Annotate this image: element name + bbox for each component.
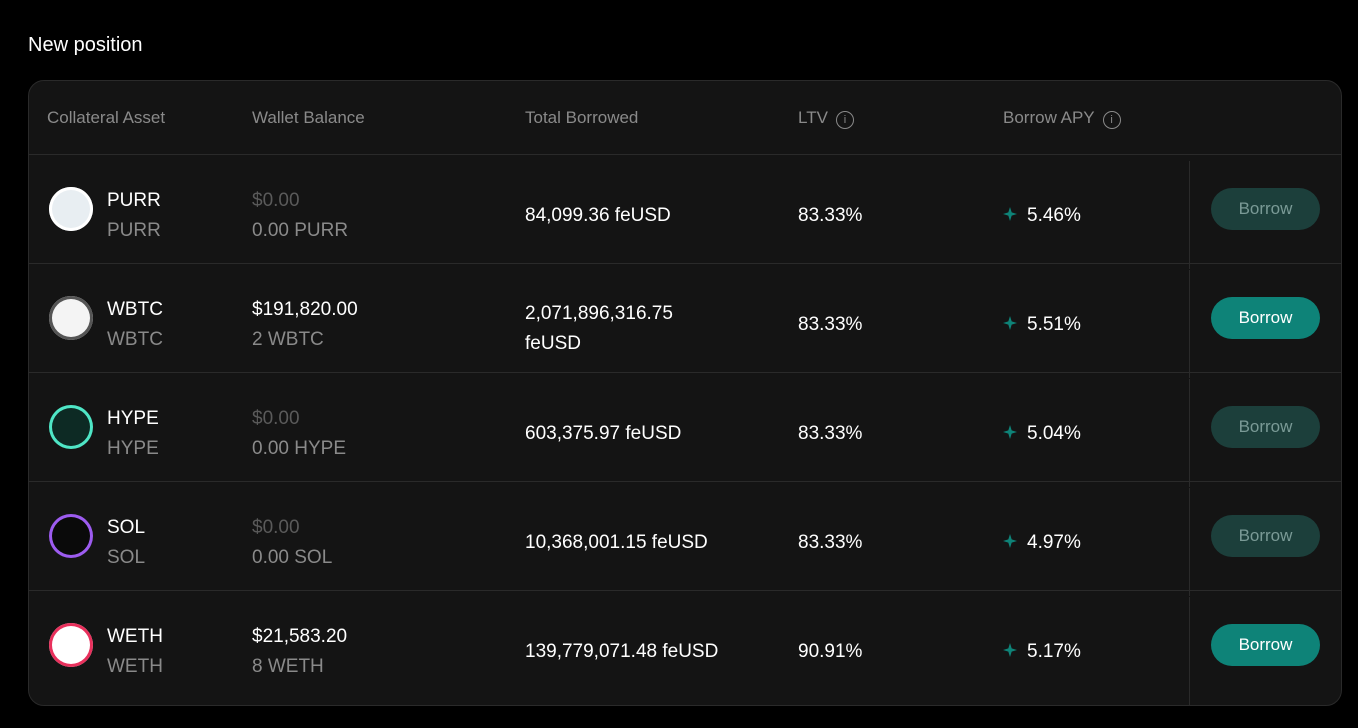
- total-borrowed: 2,071,896,316.75 feUSD: [525, 303, 673, 354]
- borrow-apy: 5.46%: [1027, 205, 1081, 226]
- asset-icon: [49, 623, 93, 667]
- column-header: LTV i: [798, 108, 854, 129]
- borrow-button[interactable]: Borrow: [1211, 297, 1320, 339]
- column-header: Wallet Balance: [252, 108, 365, 127]
- asset-name: SOL: [107, 517, 146, 538]
- asset-symbol: WETH: [107, 656, 163, 677]
- balance-amount: 0.00 SOL: [252, 547, 333, 568]
- asset-symbol: PURR: [107, 220, 161, 241]
- borrow-apy: 5.51%: [1027, 314, 1081, 335]
- column-header: Collateral Asset: [47, 108, 166, 127]
- table-row: WBTC WBTC $191,820.00 2 WBTC 2,071,896,316.7…: [29, 264, 1341, 378]
- ltv: 83.33%: [798, 423, 863, 444]
- borrow-button[interactable]: Borrow: [1211, 515, 1320, 557]
- asset-icon: [49, 187, 93, 231]
- borrow-apy: 5.04%: [1027, 423, 1081, 444]
- table-row: SOL SOL $0.00 0.00 SOL 10,368,001.15 feUSD 83…: [29, 482, 1341, 596]
- balance-amount: 2 WBTC: [252, 329, 324, 350]
- sparkle-icon: [1003, 534, 1017, 548]
- balance-usd: $0.00: [252, 190, 300, 211]
- borrow-apy: 4.97%: [1027, 532, 1081, 553]
- page-title: New position: [28, 34, 143, 56]
- divider: [1189, 270, 1190, 378]
- balance-amount: 0.00 HYPE: [252, 438, 346, 459]
- table-header: Collateral Asset Wallet Balance Total Borr…: [29, 81, 1341, 155]
- asset-icon: [49, 296, 93, 340]
- asset-symbol: WBTC: [107, 329, 163, 350]
- positions-table: Collateral Asset Wallet Balance Total Borr…: [28, 80, 1342, 706]
- table-row: WETH WETH $21,583.20 8 WETH 139,779,071.48 f…: [29, 591, 1341, 705]
- divider: [1189, 488, 1190, 596]
- column-header: Total Borrowed: [525, 108, 639, 127]
- balance-amount: 0.00 PURR: [252, 220, 349, 241]
- balance-usd: $191,820.00: [252, 299, 358, 320]
- sparkle-icon: [1003, 207, 1017, 221]
- balance-amount: 8 WETH: [252, 656, 324, 677]
- asset-symbol: SOL: [107, 547, 146, 568]
- ltv: 83.33%: [798, 205, 863, 226]
- table-row: PURR PURR $0.00 0.00 PURR 84,099.36 feUSD 83.…: [29, 155, 1341, 269]
- sparkle-icon: [1003, 425, 1017, 439]
- asset-name: WBTC: [107, 299, 163, 320]
- ltv: 90.91%: [798, 641, 863, 662]
- divider: [1189, 161, 1190, 269]
- asset-name: PURR: [107, 190, 161, 211]
- total-borrowed: 139,779,071.48 feUSD: [525, 641, 719, 662]
- sparkle-icon: [1003, 643, 1017, 657]
- sparkle-icon: [1003, 316, 1017, 330]
- borrow-apy: 5.17%: [1027, 641, 1081, 662]
- divider: [1189, 597, 1190, 705]
- column-header: Borrow APY i: [1003, 108, 1121, 129]
- balance-usd: $0.00: [252, 517, 300, 538]
- asset-name: HYPE: [107, 408, 159, 429]
- ltv: 83.33%: [798, 532, 863, 553]
- asset-icon: [49, 405, 93, 449]
- total-borrowed: 10,368,001.15 feUSD: [525, 532, 708, 553]
- borrow-button[interactable]: Borrow: [1211, 624, 1320, 666]
- balance-usd: $0.00: [252, 408, 300, 429]
- asset-symbol: HYPE: [107, 438, 159, 459]
- asset-name: WETH: [107, 626, 163, 647]
- total-borrowed: 84,099.36 feUSD: [525, 205, 671, 226]
- info-icon: i: [1102, 111, 1121, 129]
- divider: [1189, 379, 1190, 487]
- table-row: HYPE HYPE $0.00 0.00 HYPE 603,375.97 feUSD 83…: [29, 373, 1341, 487]
- balance-usd: $21,583.20: [252, 626, 348, 647]
- total-borrowed: 603,375.97 feUSD: [525, 423, 682, 444]
- asset-icon: [49, 514, 93, 558]
- borrow-button[interactable]: Borrow: [1211, 406, 1320, 448]
- ltv: 83.33%: [798, 314, 863, 335]
- borrow-button[interactable]: Borrow: [1211, 188, 1320, 230]
- info-icon: i: [835, 111, 854, 129]
